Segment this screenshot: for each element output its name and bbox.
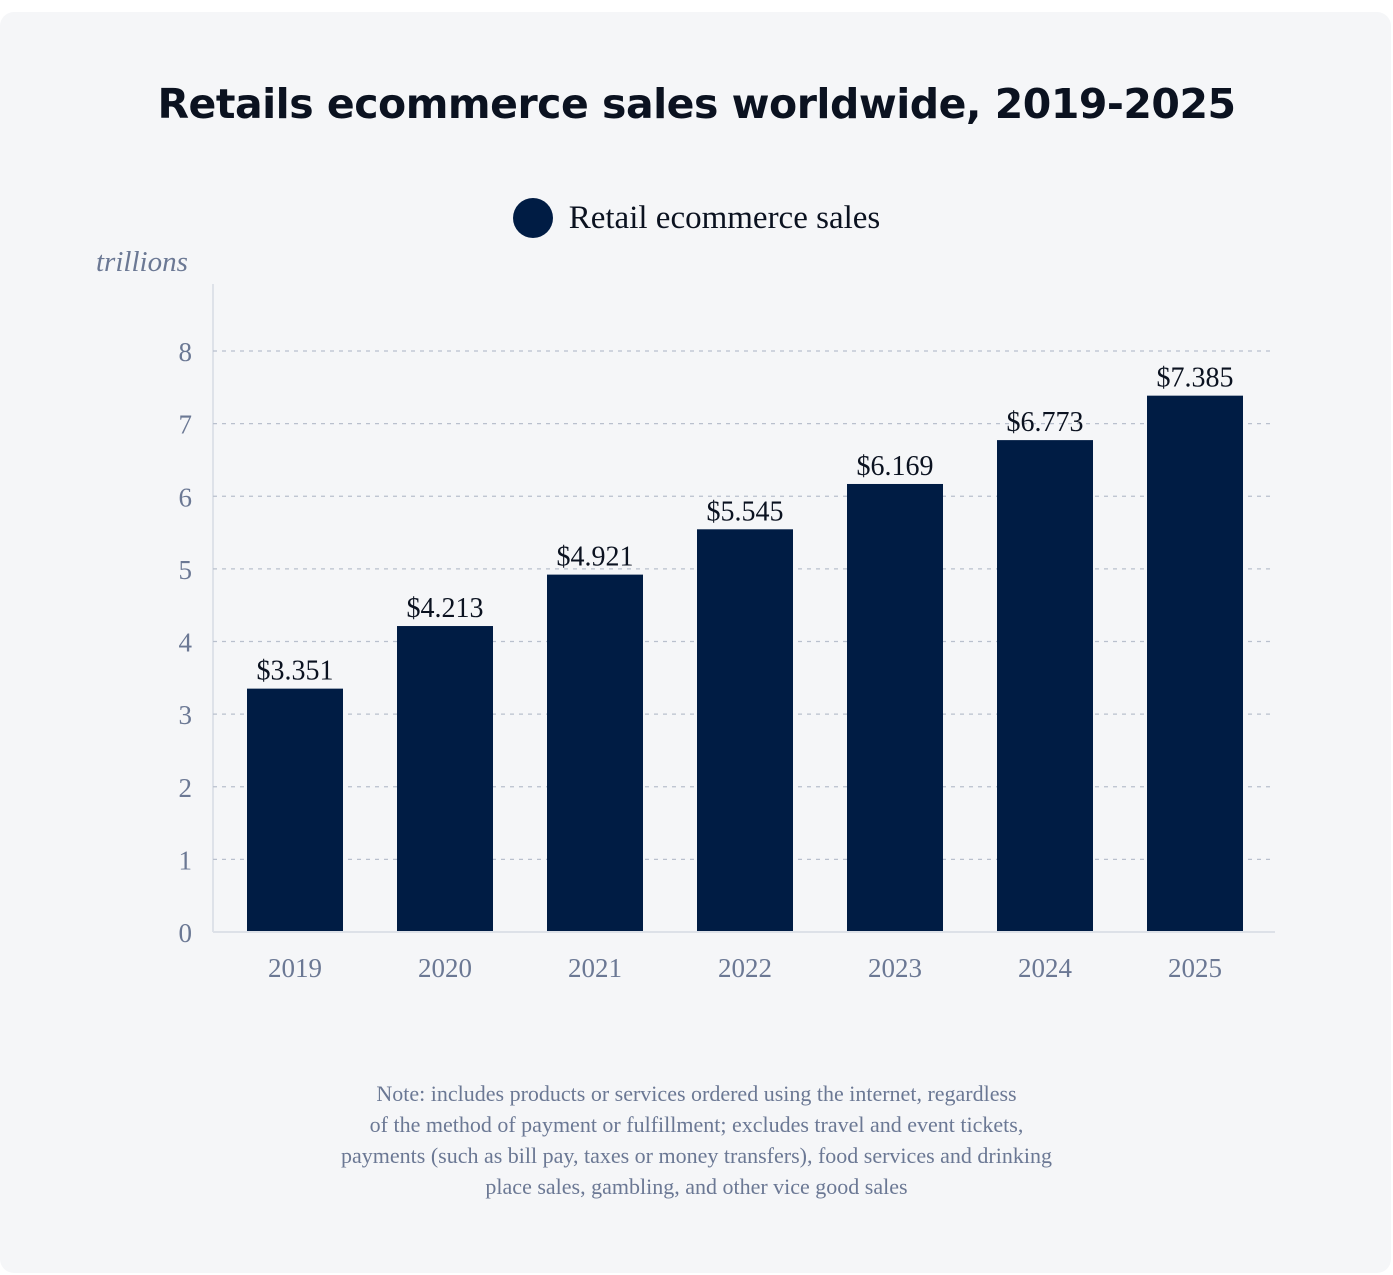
footnote: Note: includes products or services orde… (0, 1078, 1393, 1202)
data-label: $6.169 (857, 451, 934, 482)
bar (1147, 395, 1243, 932)
x-tick-label: 2021 (568, 953, 622, 983)
legend-label: Retail ecommerce sales (568, 199, 881, 236)
bar (847, 483, 943, 932)
y-tick-label: 3 (179, 700, 193, 730)
data-label: $5.545 (707, 496, 784, 527)
legend-swatch-icon (512, 198, 553, 238)
x-tick-label: 2020 (418, 953, 472, 983)
note-line: place sales, gambling, and other vice go… (485, 1174, 908, 1199)
y-tick-label: 8 (179, 337, 193, 367)
y-tick-label: 5 (179, 555, 193, 585)
y-tick-label: 2 (179, 773, 193, 803)
bar (547, 574, 643, 932)
data-label: $4.921 (557, 542, 634, 573)
y-tick-label: 6 (179, 482, 193, 512)
y-tick-label: 4 (179, 628, 193, 658)
note-line: payments (such as bill pay, taxes or mon… (341, 1143, 1052, 1168)
data-label: $4.213 (407, 593, 484, 624)
bar (997, 440, 1093, 932)
legend: Retail ecommerce sales (0, 198, 1393, 238)
note-line: of the method of payment or fulfillment;… (369, 1112, 1024, 1137)
y-tick-label: 7 (179, 410, 193, 440)
x-tick-label: 2019 (268, 953, 322, 983)
bar (397, 626, 493, 932)
x-tick-label: 2024 (1018, 953, 1073, 983)
y-axis-label: trillions (96, 246, 188, 278)
data-label: $7.385 (1157, 363, 1234, 394)
x-tick-label: 2025 (1168, 953, 1222, 983)
x-tick-label: 2023 (868, 953, 922, 983)
data-label: $6.773 (1007, 407, 1084, 438)
x-tick-label: 2022 (718, 953, 772, 983)
chart-title: Retails ecommerce sales worldwide, 2019-… (157, 80, 1236, 128)
bar (697, 529, 793, 932)
data-label: $3.351 (257, 656, 334, 687)
note-line: Note: includes products or services orde… (376, 1081, 1017, 1106)
bar (247, 688, 343, 932)
y-tick-label: 1 (179, 845, 193, 875)
y-tick-label: 0 (179, 918, 193, 948)
